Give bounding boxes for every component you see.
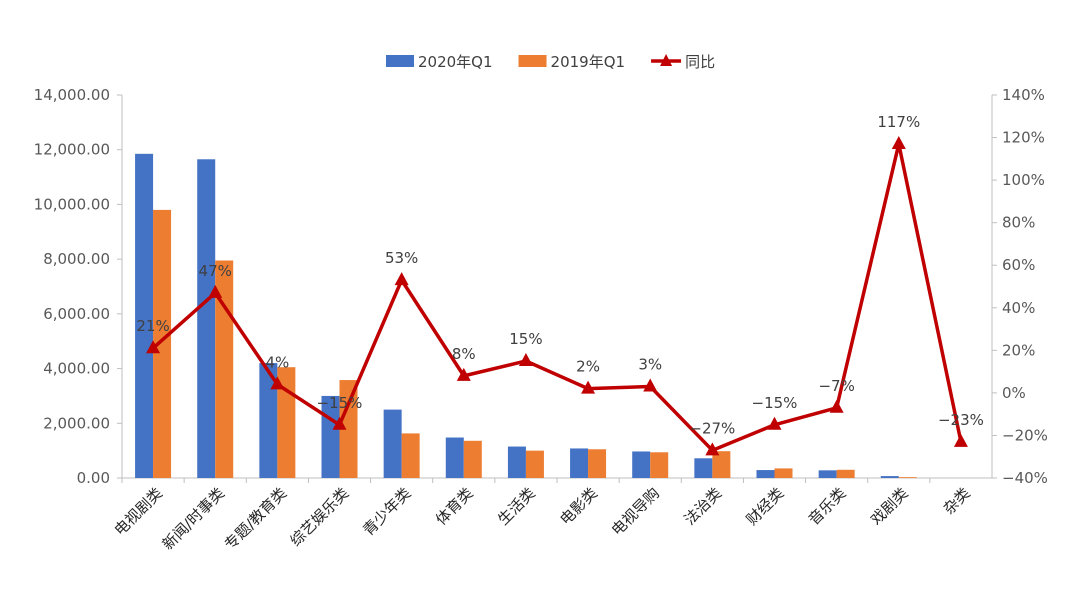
bar-2020年Q1-生活类	[507, 446, 526, 478]
bars	[135, 153, 917, 478]
yoy-marker-音乐类	[829, 399, 844, 413]
yoy-marker-专题/教育类	[270, 376, 285, 390]
yoy-data-label: 117%	[877, 113, 920, 131]
legend-swatch-2019年Q1	[518, 55, 547, 67]
category-label: 生活类	[494, 484, 539, 529]
category-label: 专题/教育类	[221, 484, 290, 553]
bar-2019年Q1-青少年类	[401, 433, 420, 478]
yoy-marker-电视剧类	[146, 340, 161, 354]
yoy-marker-青少年类	[394, 272, 409, 286]
category-label: 新闻/时事类	[159, 484, 228, 553]
right-tick-label: 0%	[1002, 384, 1026, 402]
bar-2020年Q1-青少年类	[383, 409, 402, 478]
bar-2019年Q1-电视导购	[650, 452, 669, 478]
category-label: 音乐类	[805, 484, 850, 529]
yoy-marker-新闻/时事类	[208, 284, 223, 298]
data-labels: 21% 47% 4% −15% 53% 8% 15% 2% 3% −27% −15% −7% 117% −…	[136, 113, 983, 437]
yoy-marker-生活类	[518, 352, 533, 366]
left-tick-label: 6,000.00	[43, 305, 110, 323]
yoy-marker-杂类	[953, 433, 968, 447]
category-label: 电影类	[556, 484, 601, 529]
right-tick-label: 120%	[1002, 129, 1045, 147]
legend: 2020年Q1 2019年Q1 同比	[386, 53, 715, 71]
yoy-marker-法治类	[705, 442, 720, 456]
yoy-marker-综艺娱乐类	[332, 416, 347, 430]
bar-2019年Q1-法治类	[712, 451, 731, 478]
category-label: 法治类	[681, 484, 726, 529]
category-label: 体育类	[432, 484, 477, 529]
yoy-marker-电视导购	[643, 378, 658, 392]
bar-2019年Q1-体育类	[463, 440, 482, 478]
bar-2020年Q1-电视导购	[632, 451, 651, 478]
bar-2019年Q1-电视剧类	[153, 209, 172, 478]
bar-2019年Q1-生活类	[525, 450, 544, 478]
yoy-data-label: 8%	[452, 345, 476, 363]
bar-2019年Q1-戏剧类	[898, 477, 917, 478]
bar-2019年Q1-电影类	[588, 449, 607, 478]
legend-label-2020年Q1: 2020年Q1	[418, 53, 493, 71]
right-tick-label: −40%	[1002, 469, 1048, 487]
yoy-data-label: 2%	[576, 358, 600, 376]
yoy-data-label: 47%	[199, 262, 232, 280]
category-label: 电视导购	[608, 484, 663, 539]
yoy-marker-财经类	[767, 416, 782, 430]
category-label: 杂类	[940, 484, 974, 518]
left-tick-label: 4,000.00	[43, 360, 110, 378]
bar-2020年Q1-电视剧类	[135, 153, 154, 478]
left-tick-label: 2,000.00	[43, 414, 110, 432]
right-tick-label: 140%	[1002, 86, 1045, 104]
bar-2020年Q1-新闻/时事类	[197, 159, 216, 478]
yoy-marker-电影类	[581, 380, 596, 394]
left-tick-label: 12,000.00	[34, 141, 110, 159]
yoy-data-label: −27%	[689, 419, 735, 437]
legend-label-2019年Q1: 2019年Q1	[551, 53, 626, 71]
yoy-data-label: 21%	[136, 317, 169, 335]
yoy-data-label: −23%	[938, 411, 984, 429]
yoy-polyline	[151, 142, 963, 453]
yoy-data-label: 3%	[638, 356, 662, 374]
yoy-marker-体育类	[456, 367, 471, 381]
left-tick-label: 8,000.00	[43, 250, 110, 268]
legend-marker-swatch	[660, 54, 673, 66]
category-label: 青少年类	[359, 484, 414, 539]
left-tick-label: 14,000.00	[34, 86, 110, 104]
yoy-line	[146, 135, 968, 456]
right-tick-label: −20%	[1002, 426, 1048, 444]
yoy-marker-戏剧类	[891, 135, 906, 149]
bar-2020年Q1-电影类	[570, 448, 589, 478]
yoy-data-label: 53%	[385, 249, 418, 267]
bar-2019年Q1-财经类	[774, 468, 793, 478]
category-label: 财经类	[743, 484, 788, 529]
legend-label-同比: 同比	[685, 53, 715, 71]
bar-2019年Q1-综艺娱乐类	[339, 380, 358, 478]
bar-2020年Q1-戏剧类	[880, 476, 899, 478]
yoy-data-label: −7%	[818, 377, 854, 395]
yoy-data-label: 15%	[509, 330, 542, 348]
bar-2020年Q1-体育类	[445, 437, 464, 478]
right-tick-label: 60%	[1002, 256, 1035, 274]
category-label: 电视剧类	[111, 484, 166, 539]
bar-2019年Q1-音乐类	[836, 469, 855, 478]
yoy-data-label: 4%	[265, 353, 289, 371]
bar-2020年Q1-法治类	[694, 458, 713, 478]
right-tick-label: 20%	[1002, 341, 1035, 359]
bar-2020年Q1-专题/教育类	[259, 363, 278, 478]
bar-2020年Q1-财经类	[756, 470, 775, 478]
category-label: 戏剧类	[867, 484, 912, 529]
yoy-data-label: −15%	[752, 394, 798, 412]
right-tick-label: 80%	[1002, 214, 1035, 232]
category-label: 综艺娱乐类	[287, 484, 353, 550]
right-tick-label: 100%	[1002, 171, 1045, 189]
yoy-data-label: −15%	[317, 394, 363, 412]
left-tick-label: 0.00	[77, 469, 110, 487]
left-tick-label: 10,000.00	[34, 195, 110, 213]
right-tick-label: 40%	[1002, 299, 1035, 317]
legend-swatch-2020年Q1	[386, 55, 414, 67]
bar-2020年Q1-音乐类	[818, 470, 837, 478]
